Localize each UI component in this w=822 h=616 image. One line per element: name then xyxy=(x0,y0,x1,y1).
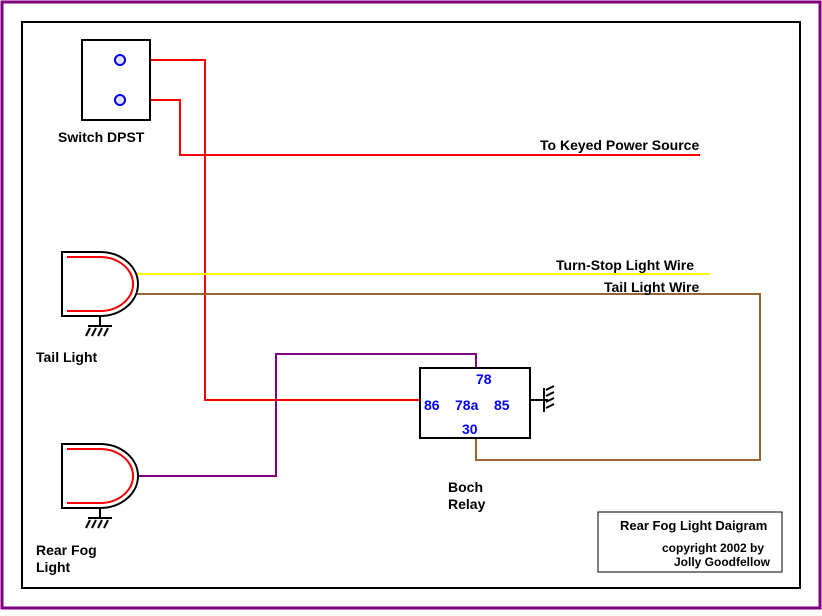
switch-box xyxy=(82,40,150,120)
rear-fog-label-1: Rear Fog xyxy=(36,542,97,558)
relay-label-2: Relay xyxy=(448,496,486,512)
copyright-box: Rear Fog Light Daigram copyright 2002 by… xyxy=(598,512,782,572)
turn-stop-label: Turn-Stop Light Wire xyxy=(556,257,694,273)
rear-fog-shape xyxy=(62,444,138,508)
rear-fog-ground-icon xyxy=(86,508,112,528)
tail-light-ground-icon xyxy=(86,316,112,336)
wiring-diagram: Switch DPST Tail Light Rear Fog Light 78… xyxy=(0,0,822,616)
tail-light-shape xyxy=(62,252,138,316)
keyed-power-label: To Keyed Power Source xyxy=(540,137,699,153)
copyright-line1: copyright 2002 by xyxy=(662,541,764,555)
switch-terminal-2 xyxy=(115,95,125,105)
copyright-line2: Jolly Goodfellow xyxy=(674,555,771,569)
relay-pin-85: 85 xyxy=(494,397,510,413)
relay-pin-78a: 78a xyxy=(455,397,479,413)
relay-pin-78: 78 xyxy=(476,371,492,387)
tail-light: Tail Light xyxy=(36,252,138,365)
switch-dpst: Switch DPST xyxy=(58,40,150,145)
tail-light-label: Tail Light xyxy=(36,349,98,365)
relay-label-1: Boch xyxy=(448,479,483,495)
switch-terminal-1 xyxy=(115,55,125,65)
rear-fog-label-2: Light xyxy=(36,559,71,575)
rear-fog-light: Rear Fog Light xyxy=(36,444,138,575)
tail-wire-label: Tail Light Wire xyxy=(604,279,699,295)
relay-pin-30: 30 xyxy=(462,421,478,437)
copyright-title: Rear Fog Light Daigram xyxy=(620,518,767,533)
relay-pin-86: 86 xyxy=(424,397,440,413)
relay: 78 78a 86 85 30 Boch Relay xyxy=(420,368,554,512)
switch-label: Switch DPST xyxy=(58,129,145,145)
